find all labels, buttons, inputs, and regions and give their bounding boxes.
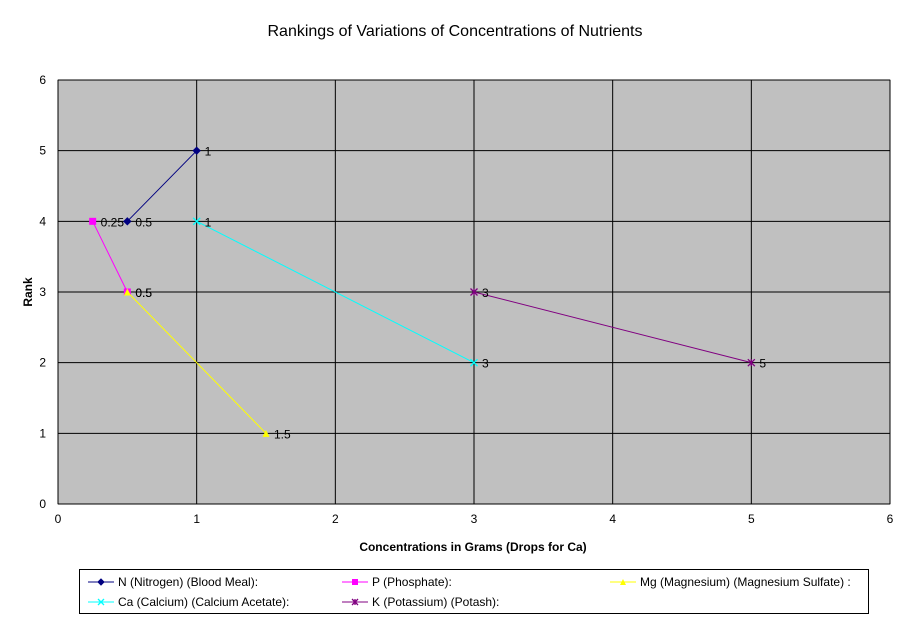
legend-label: P (Phosphate):: [372, 575, 452, 589]
legend-swatch: [342, 598, 368, 606]
star-marker: [351, 598, 359, 606]
y-tick-label: 2: [39, 356, 46, 370]
data-label: 1: [205, 145, 212, 159]
y-axis-label: Rank: [21, 277, 35, 307]
data-label: 1: [205, 215, 212, 229]
legend-item: K (Potassium) (Potash):: [342, 595, 499, 609]
chart-title: Rankings of Variations of Concentrations…: [267, 23, 642, 40]
series: [123, 146, 201, 226]
y-tick-label: 1: [39, 426, 46, 440]
x-tick-label: 0: [55, 512, 62, 526]
legend-swatch: [342, 579, 368, 585]
x-axis-label: Concentrations in Grams (Drops for Ca): [359, 540, 586, 554]
legend-item: P (Phosphate):: [342, 575, 452, 589]
data-label: 3: [482, 286, 489, 300]
diamond-marker: [97, 578, 105, 586]
triangle-marker: [123, 288, 131, 296]
square-marker: [352, 579, 358, 585]
legend-label: K (Potassium) (Potash):: [372, 595, 500, 609]
x-tick-label: 6: [887, 512, 894, 526]
series: [123, 288, 270, 437]
y-tick-label: 4: [39, 214, 46, 228]
star-marker: [470, 288, 478, 296]
data-label: 0.5: [135, 286, 152, 300]
legend-item: Ca (Calcium) (Calcium Acetate):: [88, 595, 289, 609]
legend-item: N (Nitrogen) (Blood Meal):: [88, 575, 258, 589]
legend-label: Mg (Magnesium) (Magnesium Sulfate) :: [640, 575, 851, 589]
triangle-marker: [262, 429, 270, 437]
diamond-marker: [123, 217, 132, 226]
data-label: 0.5: [135, 286, 152, 300]
series-line: [126, 150, 198, 222]
y-tick-label: 3: [39, 285, 46, 299]
legend-swatch: [610, 579, 636, 585]
series-line: [92, 221, 128, 293]
legend-swatch: [88, 578, 114, 586]
legend-label: Ca (Calcium) (Calcium Acetate):: [118, 595, 290, 609]
square-marker: [89, 217, 97, 225]
x-marker: [470, 358, 478, 367]
x-tick-label: 4: [609, 512, 616, 526]
triangle-marker: [620, 579, 626, 585]
series: [470, 288, 756, 367]
y-tick-label: 6: [39, 73, 46, 87]
star-marker: [747, 358, 756, 367]
data-label: 0.5: [135, 215, 152, 229]
data-label: 1.5: [274, 427, 291, 441]
x-tick-label: 1: [193, 512, 200, 526]
diamond-marker: [192, 146, 201, 155]
series: [192, 217, 478, 367]
series-line: [126, 291, 267, 434]
legend-swatch: [88, 598, 114, 606]
data-label: 5: [759, 357, 766, 371]
tick-labels: 0 1 2 3 4 5 6 0 1 2 3 4 5 6: [39, 73, 893, 526]
data-label: 0.25: [101, 215, 125, 229]
legend-label: N (Nitrogen) (Blood Meal):: [118, 575, 259, 589]
y-tick-label: 0: [39, 497, 46, 511]
series-line: [196, 220, 475, 364]
legend-item: Mg (Magnesium) (Magnesium Sulfate) :: [610, 575, 851, 589]
x-tick-label: 3: [471, 512, 478, 526]
x-tick-label: 5: [748, 512, 755, 526]
series-group: [89, 146, 756, 437]
x-marker: [97, 598, 105, 606]
legend: N (Nitrogen) (Blood Meal): P (Phosphate):…: [79, 569, 869, 614]
data-label: 3: [482, 357, 489, 371]
x-tick-label: 2: [332, 512, 339, 526]
y-tick-label: 5: [39, 144, 46, 158]
series-line: [473, 291, 752, 364]
x-marker: [192, 217, 201, 226]
